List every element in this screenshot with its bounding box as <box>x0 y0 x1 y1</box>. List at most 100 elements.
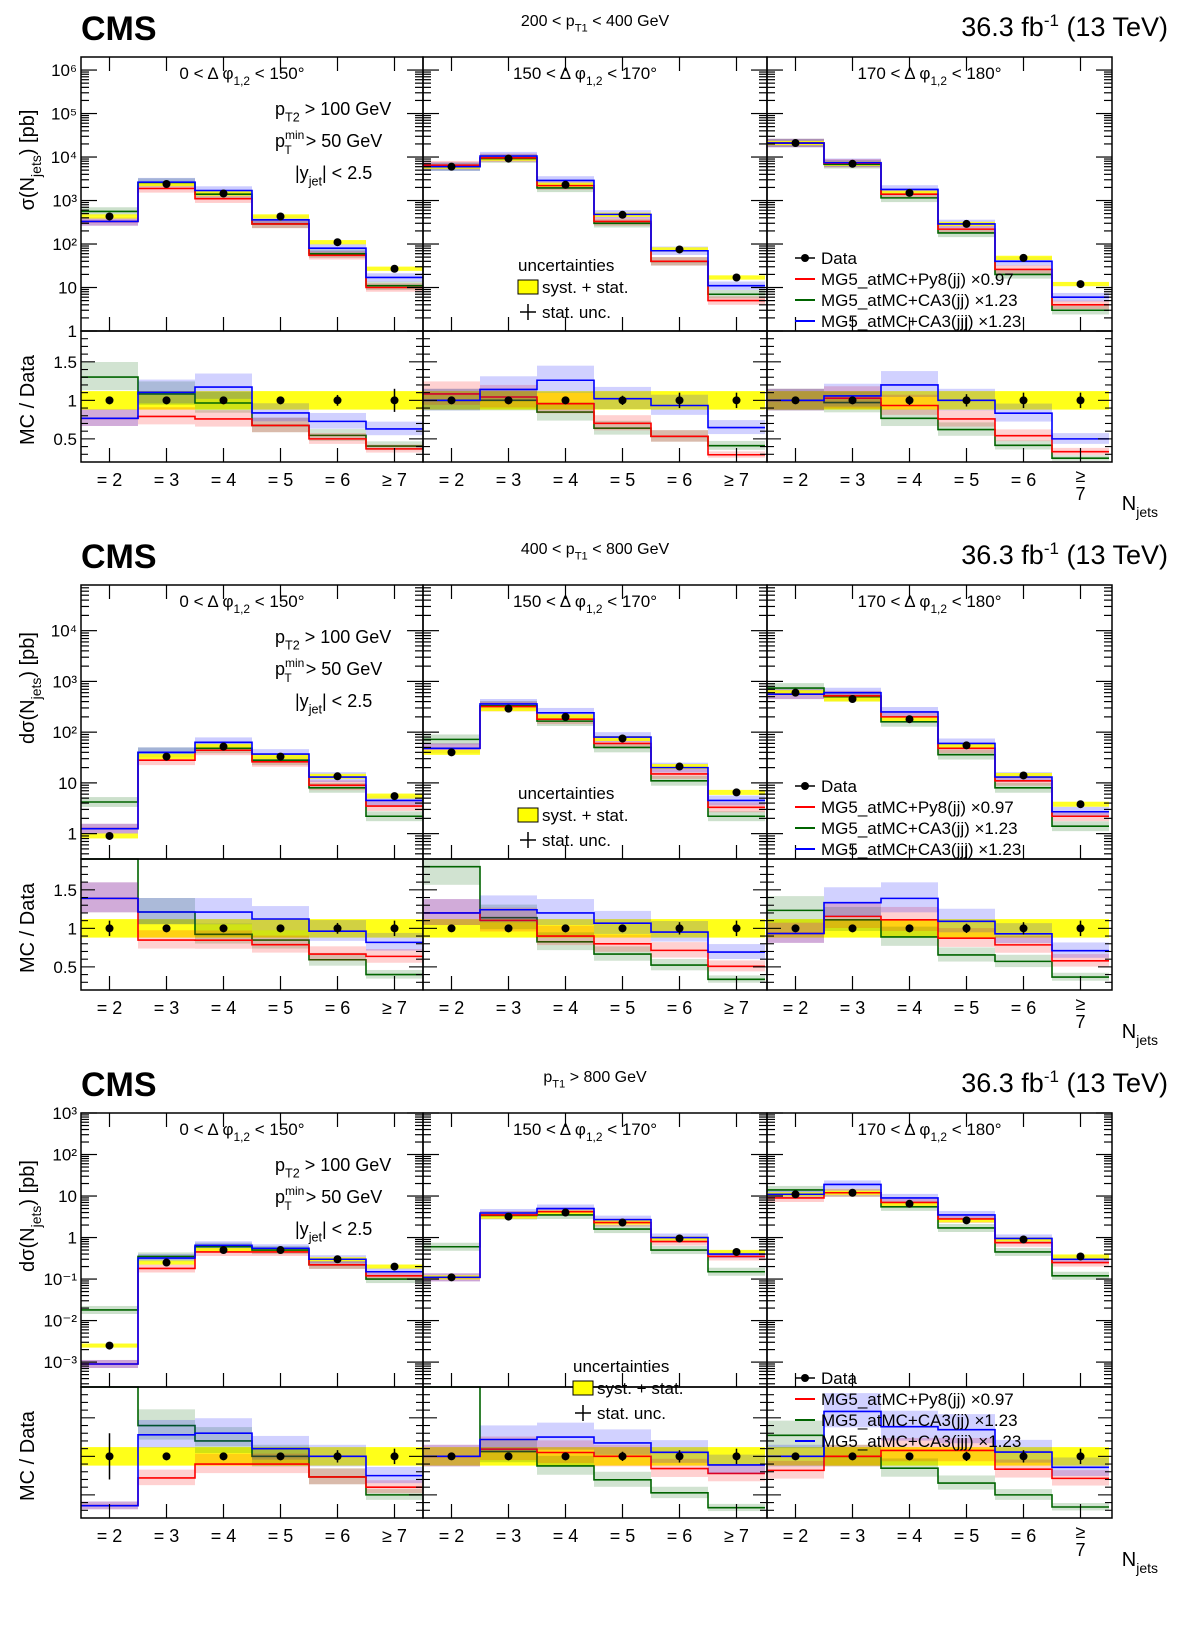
ratio-data-point <box>276 1452 285 1461</box>
green-ratio-band <box>81 362 138 391</box>
lumi-pre: 36.3 fb <box>961 1068 1044 1098</box>
x-axis-title-main: N <box>1122 493 1136 515</box>
cut-pt2-pre: p <box>275 99 285 119</box>
x-axis-title: Njets <box>1122 1549 1158 1576</box>
blue-ratio-band <box>480 895 537 923</box>
dphi-label: 170 < Δ φ1,2 < 180° <box>857 64 1001 88</box>
data-point <box>447 748 456 757</box>
blue-mc-line <box>423 1207 765 1279</box>
y-axis-title: dσ(Njets) [pb] <box>17 1160 44 1272</box>
ratio-data-point <box>105 924 114 933</box>
x-tick-label: = 3 <box>496 1526 522 1546</box>
lumi-label: 36.3 fb-1 (13 TeV) <box>961 539 1168 570</box>
data-point <box>504 1212 513 1221</box>
ratio-data-point <box>333 1452 342 1461</box>
data-point <box>1019 1235 1028 1244</box>
x-tick-label-sym: ≥ <box>1076 466 1086 486</box>
y-tick-label: 10² <box>52 235 77 254</box>
ratio-data-point <box>848 1452 857 1461</box>
ratio-data-point <box>105 1452 114 1461</box>
dphi-label-post: < 180° <box>947 1120 1002 1139</box>
uncertainties-legend: uncertainties syst. + stat. stat. unc. <box>517 784 628 850</box>
x-tick-label: ≥ 7 <box>724 470 749 490</box>
legend-blue-label: MG5_atMC+CA3(jjj) ×1.23 <box>821 1432 1021 1451</box>
x-tick-label: = 6 <box>325 1526 351 1546</box>
ratio-data-point <box>390 1452 399 1461</box>
data-point <box>561 1208 570 1217</box>
dphi-label-post: < 150° <box>250 64 305 83</box>
x-tick-label: = 5 <box>954 1526 980 1546</box>
data-point <box>791 139 800 148</box>
ratio-data-point <box>447 924 456 933</box>
uncertainties-legend: uncertainties syst. + stat. stat. unc. <box>517 256 628 322</box>
blue-mc-line <box>81 741 423 830</box>
ratio-tick-label: 1.5 <box>53 881 77 900</box>
ratio-frame <box>766 858 1113 991</box>
x-axis-title-main: N <box>1122 1021 1136 1043</box>
ratio-data-point <box>618 396 627 405</box>
ratio-axis-title-text: MC / Data <box>17 882 39 973</box>
dphi-label: 150 < Δ φ1,2 < 170° <box>513 592 657 616</box>
cut-ptmin-sup: min <box>285 656 304 670</box>
ratio-data-point <box>219 924 228 933</box>
blue-ratio-line <box>81 386 423 430</box>
cut-ptmin: pmin T > 50 GeV <box>275 128 382 157</box>
y-tick-label: 10 <box>58 279 77 298</box>
blue-mc-line <box>767 142 1109 298</box>
ratio-data-point <box>905 924 914 933</box>
x-tick-label: = 3 <box>154 1526 180 1546</box>
blue-ratio-band <box>881 1410 938 1441</box>
data-point <box>1019 253 1028 262</box>
dphi-label-sub: 1,2 <box>233 602 250 616</box>
x-tick-label: = 3 <box>496 470 522 490</box>
blue-ratio-band <box>881 882 938 913</box>
dphi-label-post: < 170° <box>602 1120 657 1139</box>
green-ratio-band <box>767 896 824 923</box>
x-tick-label: = 5 <box>610 470 636 490</box>
green-ratio-band <box>767 1420 824 1449</box>
panel-plot-area <box>767 1180 1109 1511</box>
lumi-label: 36.3 fb-1 (13 TeV) <box>961 1067 1168 1098</box>
data-point <box>962 1216 971 1225</box>
cut-pt2: pT2 > 100 GeV <box>275 99 391 124</box>
ratio-data-point <box>276 924 285 933</box>
ratio-data-point <box>618 1452 627 1461</box>
y-tick-label: 10³ <box>52 672 77 691</box>
x-axis-title-sub: jets <box>1135 1560 1158 1576</box>
ratio-data-point <box>791 924 800 933</box>
blue-ratio-line <box>767 384 1109 440</box>
y-tick-label: 1 <box>68 825 77 844</box>
cut-yjet-pre: |y <box>295 691 309 711</box>
ratio-axis-title: MC / Data <box>17 882 39 973</box>
ratio-tick-label: 0.5 <box>53 958 77 977</box>
ratio-data-point <box>962 1452 971 1461</box>
data-point <box>905 1199 914 1208</box>
blue-ratio-band <box>138 379 195 404</box>
ratio-data-point <box>561 396 570 405</box>
figure-1: CMS 200 < pT1 < 400 GeV 36.3 fb-1 (13 TeV)… <box>17 10 1168 520</box>
data-point <box>105 831 114 840</box>
ratio-data-point <box>162 396 171 405</box>
legend-red-label: MG5_atMC+Py8(jj) ×0.97 <box>821 270 1014 289</box>
blue-ratio-band <box>423 899 480 926</box>
dphi-label-pre: 150 < Δ φ <box>513 64 586 83</box>
cut-ptmin-val: > 50 GeV <box>306 659 383 679</box>
cms-label: CMS <box>81 538 157 576</box>
data-point <box>1076 1252 1085 1261</box>
y-axis-title-text-post: ) [pb] <box>17 110 39 156</box>
x-tick-label: = 2 <box>439 470 465 490</box>
red-ratio-band <box>423 899 480 926</box>
red-ratio-line <box>423 912 765 968</box>
red-ratio-band <box>824 903 881 928</box>
x-tick-label: = 6 <box>667 470 693 490</box>
blue-ratio-line <box>81 897 423 944</box>
cut-yjet-pre: |y <box>295 163 309 183</box>
data-point <box>504 154 513 163</box>
lumi-sup: -1 <box>1044 1067 1059 1086</box>
y-axis-title-text-pre: σ(N <box>17 177 39 210</box>
data-point <box>333 1255 342 1264</box>
data-point <box>162 179 171 188</box>
red-ratio-line <box>767 1449 1109 1480</box>
blue-ratio-band <box>195 898 252 925</box>
ratio-data-point <box>1019 1452 1028 1461</box>
